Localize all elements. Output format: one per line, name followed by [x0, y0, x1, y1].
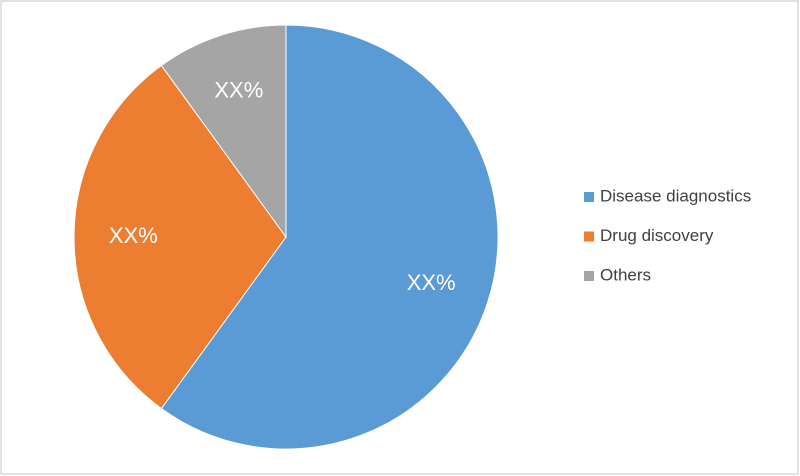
data-label: XX%: [407, 270, 456, 295]
legend-swatch: [584, 271, 594, 281]
pie-slice: [73, 64, 287, 410]
legend-swatch: [584, 192, 594, 202]
pie-slice: [160, 24, 499, 450]
legend-swatch: [584, 231, 594, 242]
legend-label: Drug discovery: [600, 226, 714, 245]
legend-label: Others: [600, 265, 651, 284]
legend-label: Disease diagnostics: [600, 186, 751, 205]
data-label: XX%: [109, 223, 158, 248]
data-label: XX%: [214, 78, 263, 103]
pie-slice: [160, 24, 287, 239]
